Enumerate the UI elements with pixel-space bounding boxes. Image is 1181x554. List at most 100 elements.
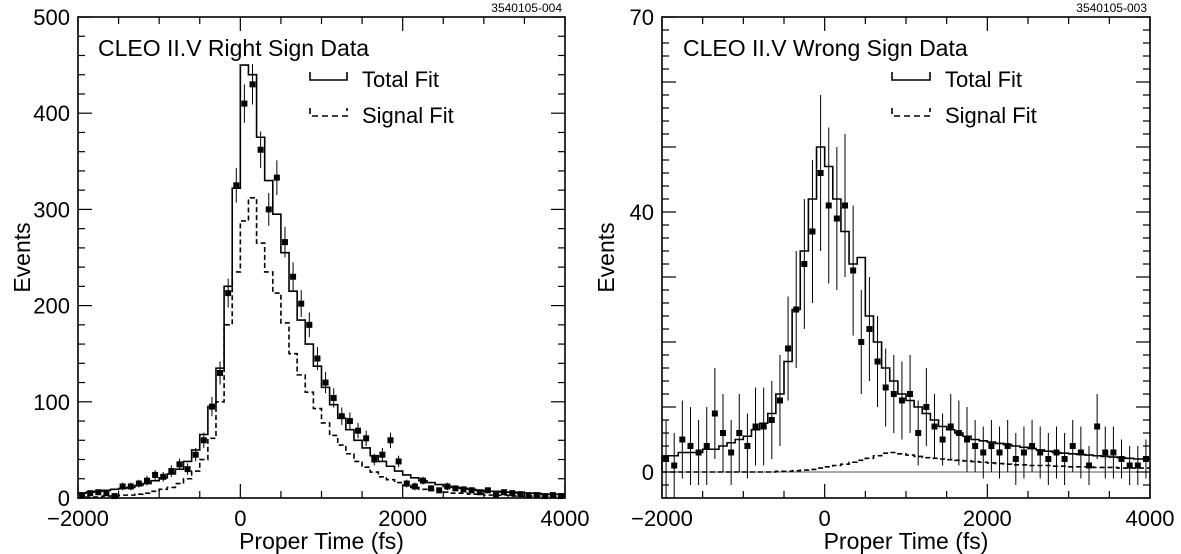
legend-line-total	[309, 72, 348, 81]
data-point	[249, 81, 256, 88]
data-point	[135, 480, 142, 487]
data-point	[436, 487, 443, 494]
data-point	[736, 430, 743, 436]
data-point	[728, 449, 735, 456]
legend-line-signal	[891, 108, 931, 117]
data-point	[95, 489, 102, 496]
data-point	[703, 443, 710, 449]
data-point	[996, 449, 1003, 456]
data-point	[225, 290, 232, 297]
data-point	[517, 491, 524, 498]
data-point	[281, 239, 288, 246]
data-point	[915, 430, 922, 436]
data-point	[752, 423, 759, 430]
chart-title: CLEO II.V Wrong Sign Data	[683, 35, 968, 61]
y-tick-label: 300	[33, 197, 70, 222]
x-tick-label: −2000	[631, 506, 693, 531]
data-point	[176, 461, 183, 468]
data-point	[744, 443, 751, 449]
data-point	[1134, 462, 1141, 469]
total-fit-curve	[661, 146, 1150, 472]
legend-label: Total Fit	[362, 67, 439, 92]
legend-label: Signal Fit	[945, 103, 1037, 128]
data-point	[306, 321, 313, 328]
y-tick-label: 400	[33, 101, 70, 126]
data-point	[411, 483, 418, 490]
data-point	[842, 202, 848, 209]
legend-line-total	[891, 72, 931, 81]
data-point	[972, 443, 979, 449]
data-point	[1061, 456, 1068, 462]
data-point	[687, 443, 694, 449]
data-point	[1004, 443, 1011, 449]
figure-id: 3540105-003	[1076, 1, 1147, 15]
data-point	[1086, 462, 1092, 469]
data-point	[1110, 449, 1117, 456]
data-point	[468, 487, 475, 494]
data-point	[346, 418, 353, 425]
data-point	[939, 436, 946, 443]
data-point	[509, 490, 516, 497]
data-point	[298, 300, 305, 307]
data-point	[1029, 443, 1036, 449]
data-point	[192, 451, 199, 458]
data-point	[833, 215, 840, 222]
chart-title: CLEO II.V Right Sign Data	[98, 35, 369, 61]
data-point	[898, 397, 905, 404]
data-point	[330, 394, 337, 401]
data-point	[257, 146, 264, 153]
data-point	[387, 437, 394, 444]
data-point	[988, 443, 995, 449]
x-axis-label: Proper Time (fs)	[239, 528, 404, 554]
data-point	[111, 493, 118, 500]
data-point	[533, 492, 540, 499]
data-point	[103, 490, 110, 497]
x-axis-label: Proper Time (fs)	[824, 528, 989, 554]
signal-fit-curve	[78, 197, 565, 499]
data-point	[493, 492, 500, 499]
data-point	[428, 485, 435, 492]
data-point	[785, 345, 792, 352]
data-point	[419, 477, 426, 484]
data-point	[947, 423, 954, 430]
data-point	[452, 485, 459, 492]
data-point	[79, 492, 86, 499]
data-point	[776, 397, 783, 404]
data-point	[1126, 462, 1133, 469]
data-point	[931, 423, 938, 430]
data-point	[711, 410, 718, 417]
data-point	[1020, 449, 1027, 456]
data-point	[1053, 449, 1060, 456]
data-point	[955, 430, 962, 436]
data-point	[980, 449, 987, 456]
data-point	[184, 466, 191, 473]
x-tick-label: 2000	[378, 506, 427, 531]
legend-line-signal	[309, 108, 348, 117]
y-tick-label: 70	[630, 5, 654, 30]
y-tick-label: 0	[642, 460, 654, 485]
data-point	[907, 391, 914, 397]
data-point	[679, 436, 686, 443]
data-point	[208, 403, 215, 410]
data-point	[217, 369, 224, 376]
data-point	[720, 430, 726, 436]
x-tick-label: 4000	[1126, 506, 1175, 531]
data-point	[866, 326, 873, 332]
data-point	[1102, 449, 1109, 456]
x-tick-label: 0	[819, 506, 831, 531]
data-point	[143, 477, 150, 484]
total-fit-curve	[78, 64, 565, 495]
y-axis-label: Events	[9, 222, 35, 292]
data-point	[160, 473, 167, 480]
data-point	[768, 417, 775, 423]
figure-id: 3540105-004	[491, 1, 562, 15]
data-point	[265, 206, 272, 213]
data-point	[200, 437, 207, 444]
y-tick-label: 500	[33, 5, 70, 30]
data-point	[964, 436, 970, 443]
data-point	[241, 100, 248, 107]
data-point	[1045, 456, 1052, 462]
data-point	[801, 261, 808, 267]
data-point	[355, 427, 362, 434]
